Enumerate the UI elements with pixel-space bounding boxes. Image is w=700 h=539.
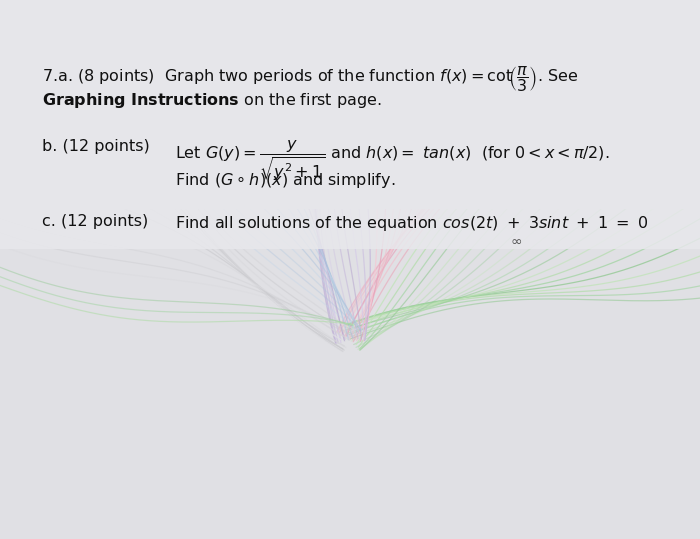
Text: $\infty$: $\infty$	[510, 234, 522, 248]
Text: $\mathbf{Graphing\ Instructions}$ on the first page.: $\mathbf{Graphing\ Instructions}$ on the…	[42, 91, 382, 110]
Bar	[0, 0, 700, 249]
Text: b. (12 points): b. (12 points)	[42, 139, 150, 154]
Text: c. (12 points): c. (12 points)	[42, 214, 148, 229]
Text: Let $G(y) = \dfrac{y}{\sqrt{y^2+1}}$ and $h(x) = \ \mathit{tan}(x)$  (for $0 < x: Let $G(y) = \dfrac{y}{\sqrt{y^2+1}}$ and…	[175, 139, 610, 183]
Bar	[0, 0, 700, 209]
Text: Find all solutions of the equation $\mathit{cos}(2t)\ +\ \mathit{3sint}\ +\ 1\ =: Find all solutions of the equation $\mat…	[175, 214, 649, 233]
Text: Find $(G \circ h)(x)$ and simplify.: Find $(G \circ h)(x)$ and simplify.	[175, 171, 396, 190]
Text: 7.a. (8 points)  Graph two periods of the function $f(x) = \mathrm{cot}\!\left(\: 7.a. (8 points) Graph two periods of the…	[42, 64, 578, 94]
